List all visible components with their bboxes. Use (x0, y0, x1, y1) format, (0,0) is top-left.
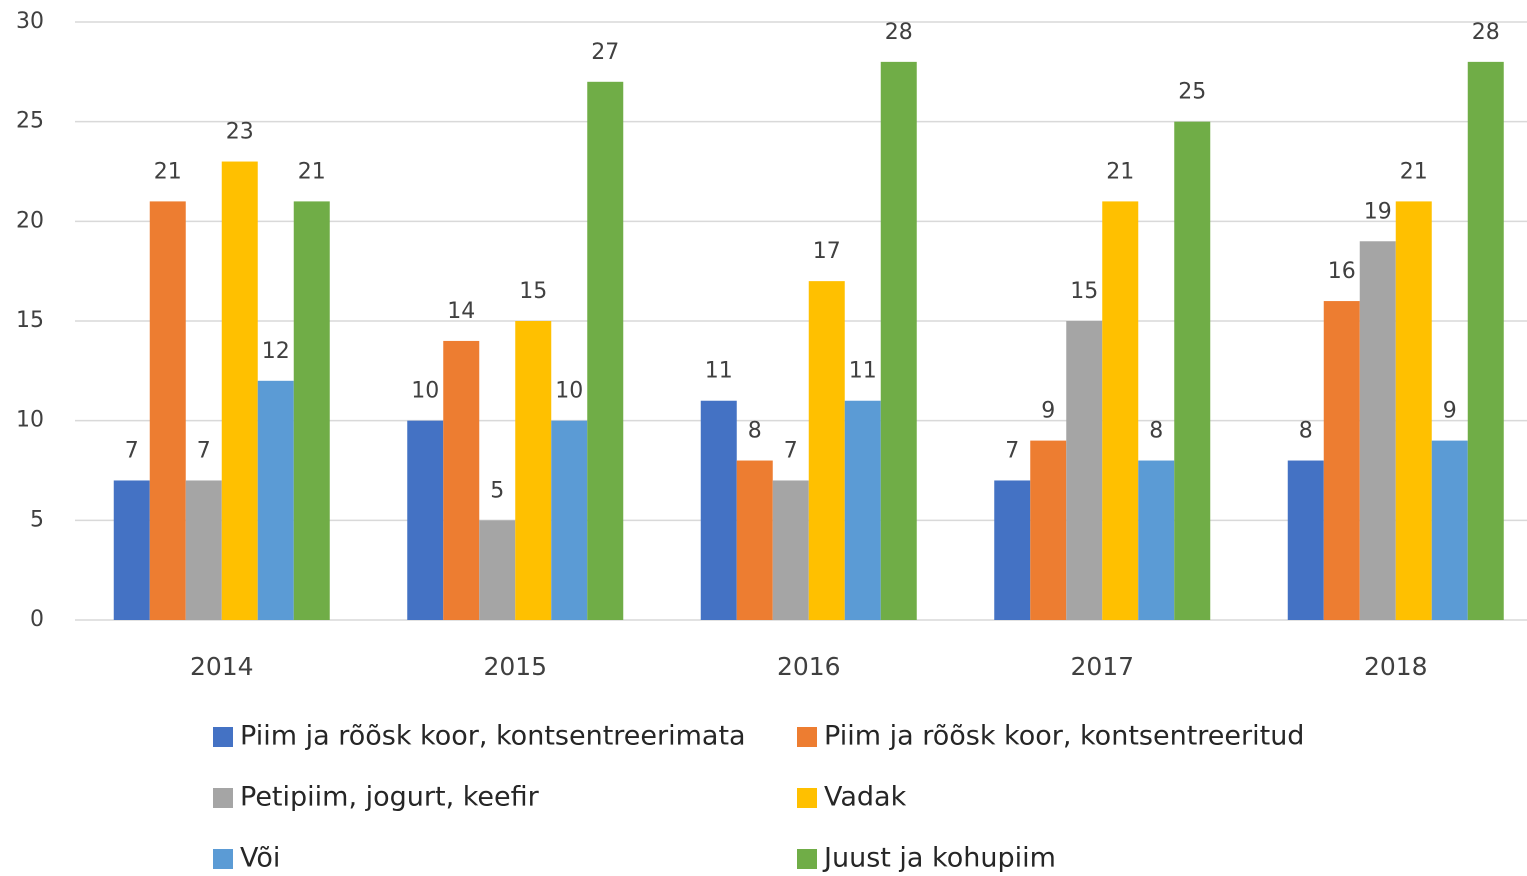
bar (700, 400, 737, 620)
data-label: 21 (298, 159, 326, 184)
data-label: 7 (125, 438, 139, 463)
data-label: 9 (1443, 399, 1457, 424)
data-label: 17 (813, 239, 841, 264)
y-tick-label: 0 (30, 607, 44, 632)
y-tick-label: 30 (16, 9, 44, 34)
bar (185, 480, 222, 620)
bar (880, 61, 917, 621)
data-label: 7 (784, 438, 798, 463)
legend-swatch (213, 849, 233, 869)
bar (1066, 321, 1103, 620)
data-label: 12 (262, 339, 290, 364)
y-tick-label: 25 (16, 109, 44, 134)
y-tick-label: 15 (16, 308, 44, 333)
x-tick-label: 2015 (483, 652, 547, 681)
bar (587, 81, 624, 621)
data-label: 28 (885, 20, 913, 45)
legend-label: Või (240, 843, 280, 874)
x-tick-label: 2017 (1070, 652, 1134, 681)
bar (1467, 61, 1504, 621)
data-label: 25 (1178, 80, 1206, 105)
legend-swatch (213, 788, 233, 808)
bar (149, 201, 186, 620)
data-label: 7 (1005, 438, 1019, 463)
bar (113, 480, 150, 620)
legend-label: Vadak (824, 782, 907, 813)
legend-label: Petipiim, jogurt, keefir (240, 782, 540, 813)
bar (772, 480, 809, 620)
y-tick-label: 20 (16, 208, 44, 233)
legend-label: Piim ja rõõsk koor, kontsentreerimata (240, 721, 746, 752)
data-label: 28 (1472, 20, 1500, 45)
data-label: 15 (519, 279, 547, 304)
data-label: 7 (197, 438, 211, 463)
legend-label: Piim ja rõõsk koor, kontsentreeritud (824, 721, 1304, 752)
data-label: 9 (1041, 399, 1055, 424)
data-label: 11 (705, 359, 733, 384)
bar (1174, 121, 1211, 621)
bar (479, 520, 516, 620)
legend-swatch (213, 727, 233, 747)
data-label: 10 (411, 379, 439, 404)
bar (1359, 241, 1396, 620)
bar (293, 201, 330, 620)
data-label: 21 (1400, 159, 1428, 184)
y-tick-label: 10 (16, 408, 44, 433)
data-label: 21 (154, 159, 182, 184)
y-tick-label: 5 (30, 507, 44, 532)
bar (1287, 460, 1324, 620)
bar (221, 161, 258, 621)
bar (994, 480, 1031, 620)
bar (1102, 201, 1139, 620)
bar (407, 420, 444, 620)
bar (736, 460, 773, 620)
data-label: 8 (1149, 419, 1163, 444)
legend-swatch (797, 727, 817, 747)
x-tick-label: 2016 (777, 652, 841, 681)
legend-label: Juust ja kohupiim (822, 843, 1056, 874)
bar (1431, 440, 1468, 620)
bar (844, 400, 881, 620)
data-label: 14 (447, 299, 475, 324)
data-label: 19 (1364, 199, 1392, 224)
bar (515, 321, 552, 620)
bar (1323, 301, 1360, 620)
data-label: 8 (1299, 419, 1313, 444)
legend-swatch (797, 849, 817, 869)
bar (551, 420, 588, 620)
data-label: 8 (748, 419, 762, 444)
data-label: 11 (849, 359, 877, 384)
bar (257, 380, 294, 620)
x-tick-label: 2014 (190, 652, 254, 681)
x-tick-label: 2018 (1364, 652, 1428, 681)
data-label: 15 (1070, 279, 1098, 304)
bar (1395, 201, 1432, 620)
data-label: 5 (490, 478, 504, 503)
legend-swatch (797, 788, 817, 808)
data-label: 27 (591, 40, 619, 65)
bar (443, 340, 480, 620)
bar (1030, 440, 1067, 620)
data-label: 21 (1106, 159, 1134, 184)
bar (808, 281, 845, 620)
data-label: 23 (226, 120, 254, 145)
bar (1138, 460, 1175, 620)
data-label: 10 (555, 379, 583, 404)
data-label: 16 (1328, 259, 1356, 284)
